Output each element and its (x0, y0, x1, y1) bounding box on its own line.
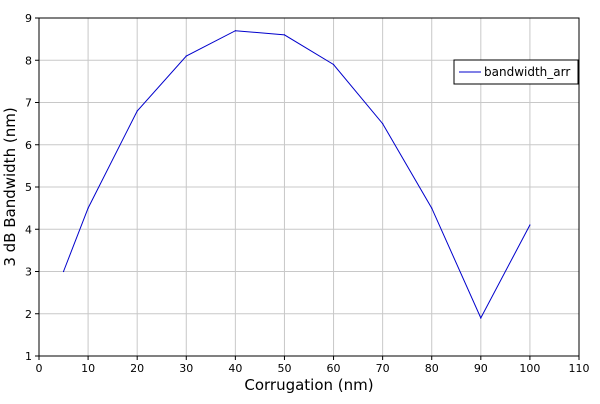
x-tick-label: 90 (474, 362, 488, 375)
data-point (185, 55, 187, 57)
y-tick-label: 7 (25, 97, 32, 110)
legend-label: bandwidth_arr (484, 65, 570, 79)
data-point (234, 30, 236, 32)
x-tick-label: 50 (277, 362, 291, 375)
y-tick-label: 6 (25, 139, 32, 152)
y-tick-label: 5 (25, 181, 32, 194)
x-tick-label: 0 (36, 362, 43, 375)
y-tick-label: 2 (25, 308, 32, 321)
x-tick-label: 40 (228, 362, 242, 375)
x-tick-label: 80 (425, 362, 439, 375)
data-point (62, 270, 65, 273)
y-axis-title: 3 dB Bandwidth (nm) (1, 107, 19, 266)
data-point (529, 224, 531, 226)
data-point (136, 110, 138, 112)
data-point (332, 63, 335, 66)
data-point (382, 123, 384, 125)
x-axis-title: Corrugation (nm) (244, 376, 373, 394)
y-tick-label: 9 (25, 12, 32, 25)
legend: bandwidth_arr (453, 59, 579, 85)
y-tick-label: 1 (25, 350, 32, 363)
y-tick-label: 8 (25, 54, 32, 67)
data-point (480, 317, 482, 319)
x-tick-label: 20 (130, 362, 144, 375)
x-tick-label: 30 (179, 362, 193, 375)
series-layer (62, 30, 531, 320)
x-tick-label: 100 (519, 362, 540, 375)
x-tick-label: 60 (327, 362, 341, 375)
y-tick-label: 4 (25, 223, 32, 236)
data-point (283, 34, 286, 36)
x-tick-label: 70 (376, 362, 390, 375)
y-tick-label: 3 (25, 266, 32, 279)
axis-ticks: 0 10 20 30 40 50 60 70 80 90 100 110 1 2 3 4 5 6 7 8 9 (25, 12, 590, 375)
data-point (87, 207, 89, 209)
x-tick-label: 110 (569, 362, 590, 375)
x-tick-label: 10 (81, 362, 95, 375)
data-point (431, 207, 433, 209)
